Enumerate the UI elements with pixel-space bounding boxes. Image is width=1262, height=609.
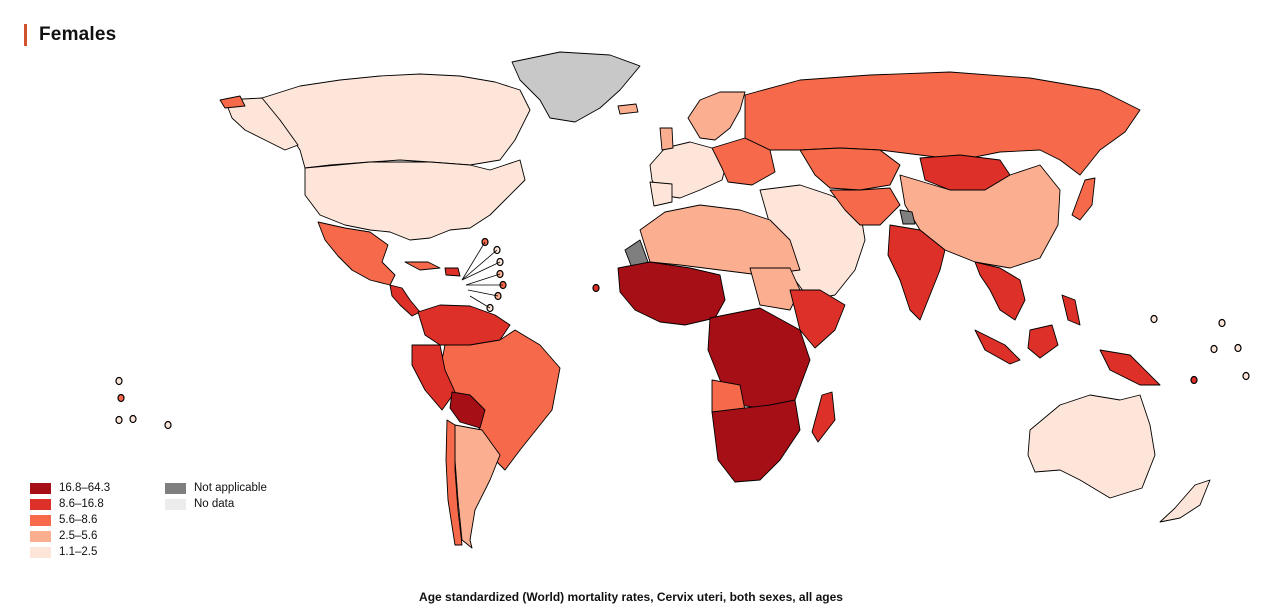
region-iberia (649, 181, 673, 207)
region-canada (261, 73, 531, 169)
legend-other-label: No data (194, 498, 235, 510)
legend-other-label: Not applicable (194, 482, 267, 494)
region-usa (304, 159, 526, 241)
region-central-asia (829, 187, 901, 226)
region-colombia-venezuela (417, 304, 511, 346)
map-caption: Age standardized (World) mortality rates… (419, 590, 843, 604)
region-kazakhstan (799, 147, 901, 191)
region-southern-africa (711, 399, 801, 483)
legend-other-row: Not applicable (165, 480, 267, 496)
caribbean-leader-lines (461, 241, 503, 309)
chart-title: Females (24, 24, 116, 46)
region-philippines (1061, 294, 1081, 326)
region-argentina (454, 424, 501, 549)
region-chile (445, 419, 463, 546)
region-scandinavia (687, 91, 746, 141)
region-hispaniola (444, 267, 461, 277)
region-indonesia-west (974, 329, 1021, 365)
legend-scale-swatch (30, 546, 51, 558)
region-india (887, 224, 946, 321)
legend-scale-label: 1.1–2.5 (59, 546, 98, 558)
legend-scale-row: 8.6–16.8 (30, 496, 110, 512)
region-japan (1071, 177, 1096, 221)
legend-other: Not applicable No data (165, 480, 267, 512)
region-bolivia (449, 391, 486, 429)
legend-scale-label: 5.6–8.6 (59, 514, 98, 526)
region-kashmir (899, 209, 916, 225)
legend-scale-label: 16.8–64.3 (59, 482, 111, 494)
region-iceland (617, 103, 639, 115)
region-borneo (1027, 324, 1059, 359)
legend-scale-swatch (30, 482, 51, 494)
legend-other-row: No data (165, 496, 267, 512)
legend-scale-row: 16.8–64.3 (30, 480, 110, 496)
legend-scale-row: 2.5–5.6 (30, 528, 110, 544)
region-uk (659, 127, 674, 151)
region-australia (1027, 394, 1156, 499)
region-alaska-west (219, 95, 246, 109)
legend-other-swatch (165, 482, 186, 494)
region-new-guinea (1099, 349, 1161, 386)
region-sudan (749, 267, 801, 311)
region-greenland (511, 51, 641, 123)
legend-scale: 16.8–64.3 8.6–16.8 5.6–8.6 2.5–5.6 1.1–2.5 (30, 480, 110, 560)
region-madagascar (811, 391, 836, 443)
legend-scale-row: 5.6–8.6 (30, 512, 110, 528)
region-north-africa (639, 204, 801, 276)
legend-scale-label: 8.6–16.8 (59, 498, 104, 510)
region-alaska (224, 97, 299, 151)
title-text: Females (39, 24, 117, 45)
region-peru (411, 344, 456, 411)
legend-scale-row: 1.1–2.5 (30, 544, 110, 560)
region-west-africa (617, 261, 726, 326)
region-new-zealand (1159, 479, 1211, 523)
legend-scale-swatch (30, 530, 51, 542)
region-central-america (389, 284, 421, 317)
legend-scale-label: 2.5–5.6 (59, 530, 98, 542)
legend-scale-swatch (30, 514, 51, 526)
legend-other-swatch (165, 498, 186, 510)
region-mexico (317, 221, 396, 286)
title-accent-bar (24, 24, 27, 46)
region-angola (711, 379, 746, 413)
region-southeast-asia (974, 261, 1026, 321)
region-cuba (404, 261, 441, 271)
legend-scale-swatch (30, 498, 51, 510)
